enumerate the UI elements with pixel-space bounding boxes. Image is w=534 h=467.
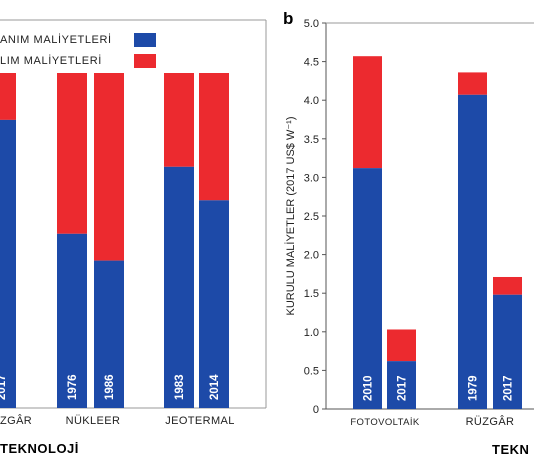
y-tick-label: 5.0 [304,18,319,30]
bar-segment-blue [57,233,87,408]
bar-year-label: 2017 [503,375,515,401]
bar-year-label: 1983 [174,374,186,400]
y-tick-label: 2.0 [304,250,319,262]
y-tick-label: 0.5 [304,365,319,377]
bar-segment-blue [199,200,229,408]
bar-segment-red [0,73,16,120]
x-axis-title: TEKNOLOJİ [0,441,79,456]
bar-segment-red [57,73,87,234]
bar-segment-red [94,73,124,261]
legend-swatch-blue [134,33,156,47]
bar-year-label: 1979 [468,375,480,401]
y-tick-label: 0 [313,404,319,416]
bar-segment-blue [458,94,487,410]
bar-segment-blue [353,168,382,409]
y-tick-label: 1.0 [304,327,319,339]
bar-segment-blue [94,260,124,408]
y-tick-label: 4.0 [304,95,319,107]
x-axis-title: TEKN [492,442,529,457]
bar-year-label: 2017 [397,375,409,401]
bar-segment-red [199,73,229,201]
bar-year-label: 1976 [67,374,79,400]
legend-swatch-red [134,54,156,68]
bar-segment-red [164,73,194,167]
bar-year-label: 2014 [209,374,221,400]
bar-segment-blue [0,119,16,409]
bar-segment-red [493,276,522,295]
bar-year-label: 2010 [363,375,375,401]
bar-segment-red [458,72,487,95]
y-tick-label: 1.5 [304,288,319,300]
group-label: RÜZGÂR [466,415,515,428]
y-tick-label: 3.0 [304,172,319,184]
legend-label-red: LIM MALİYETLERİ [0,54,102,67]
legend-label-blue: ANIM MALİYETLERİ [0,33,112,46]
bar-segment-blue [387,361,416,409]
bar-segment-red [387,329,416,362]
y-tick-label: 2.5 [304,211,319,223]
group-label: FOTOVOLTAİK [350,417,420,428]
y-axis-title: KURULU MALİYETLER (2017 US$ W⁻¹) [284,117,297,316]
bar-year-label: 1986 [104,374,116,400]
panel-b-letter: b [283,9,293,28]
y-tick-label: 4.5 [304,57,319,69]
bar-segment-red [353,56,382,169]
bar-segment-blue [164,166,194,408]
bar-segment-blue [493,294,522,409]
group-label: NÜKLEER [66,415,121,427]
group-label: ZGÂR [0,414,32,427]
y-tick-label: 3.5 [304,134,319,146]
group-label: JEOTERMAL [165,415,235,427]
bar-year-label: 2017 [0,374,8,400]
